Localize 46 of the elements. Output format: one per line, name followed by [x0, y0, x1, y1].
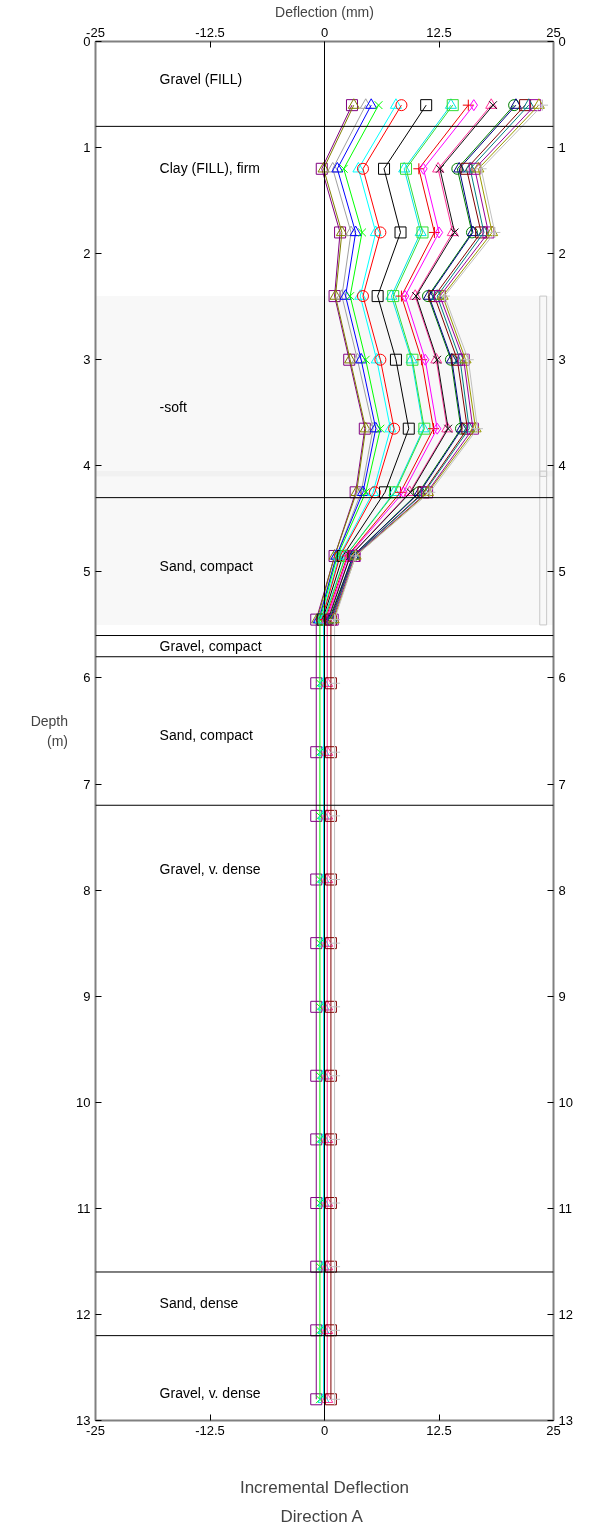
- y2-tick-label: 13: [558, 1413, 573, 1428]
- y-tick-label: 1: [83, 140, 91, 156]
- y-tick-label: 10: [76, 1094, 91, 1110]
- annotation: Gravel, v. dense: [159, 1384, 261, 1401]
- x2-axis-title: Deflection (mm): [275, 3, 374, 20]
- x2-tick-label: 25: [546, 1422, 561, 1438]
- y-tick-label: 2: [83, 246, 91, 262]
- x-axis-title: Incremental Deflection: [239, 1477, 410, 1497]
- y-axis-title: Depth (m): [30, 713, 69, 749]
- annotation: Sand, compact: [159, 557, 254, 574]
- annotation: Sand, compact: [159, 727, 254, 744]
- y2-tick-label: 7: [558, 776, 566, 792]
- y2-tick-label: 8: [558, 882, 566, 898]
- annotation: Gravel, compact: [159, 637, 262, 654]
- x2-tick-label: -12.5: [195, 1422, 225, 1438]
- y-tick-label: 11: [77, 1200, 91, 1216]
- y2-tick-label: 4: [558, 458, 566, 474]
- y2-tick-label: 11: [558, 1200, 572, 1216]
- text: Direction A: [280, 1506, 364, 1526]
- y-tick-label: 6: [83, 670, 91, 686]
- x2-tick-label: 0: [320, 1422, 329, 1438]
- y2-tick-label: 3: [558, 352, 566, 368]
- y-tick-label: 12: [76, 1306, 91, 1322]
- y-tick-label: 9: [83, 988, 91, 1004]
- x2-tick-label: 12.5: [426, 1422, 452, 1438]
- annotation: Gravel, v. dense: [159, 860, 261, 877]
- y2-tick-label: 10: [558, 1094, 573, 1110]
- y-tick-label: 7: [83, 776, 91, 792]
- annotation: Gravel (FILL): [159, 70, 243, 87]
- y-tick-label: 3: [83, 352, 91, 368]
- y2-tick-label: 6: [558, 670, 566, 686]
- annotation: Clay (FILL), firm: [159, 160, 260, 177]
- y2-tick-label: 2: [558, 246, 566, 262]
- y-tick-label: 13: [76, 1413, 91, 1428]
- y2-tick-label: 9: [558, 988, 566, 1004]
- x-tick-label: -12.5: [195, 24, 225, 40]
- y2-tick-label: 1: [558, 140, 566, 156]
- y2-tick-label: 12: [558, 1306, 573, 1322]
- y2-tick-label: 5: [558, 564, 566, 580]
- x-tick-label: 12.5: [426, 24, 452, 40]
- y-tick-label: 5: [83, 564, 91, 580]
- y-tick-label: 4: [83, 458, 91, 474]
- annotation: Sand, dense: [159, 1295, 239, 1312]
- annotation: -soft: [159, 398, 187, 415]
- y-tick-label: 8: [83, 882, 91, 898]
- x-tick-label: 0: [320, 24, 329, 40]
